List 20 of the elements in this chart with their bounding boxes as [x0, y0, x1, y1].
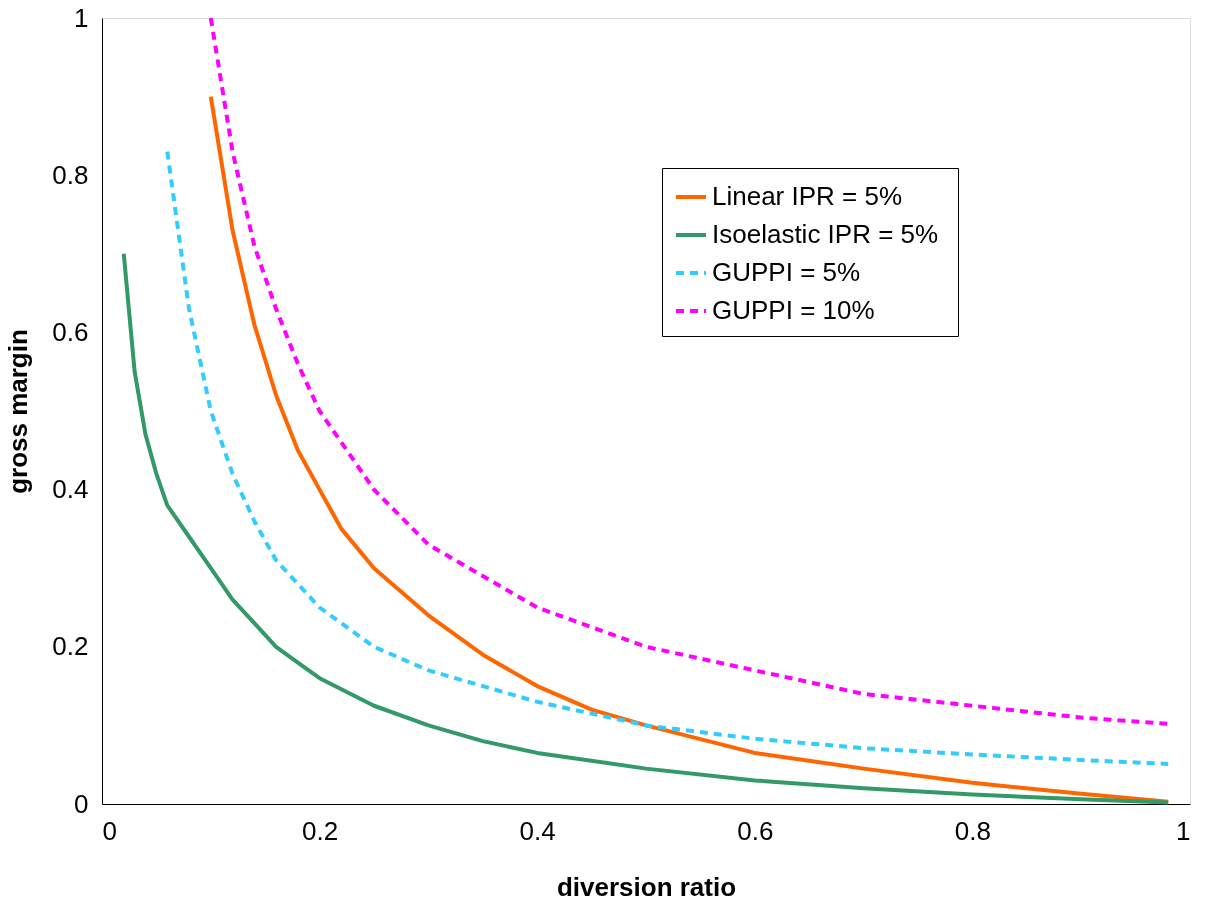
- y-tick-label: 0.6: [52, 316, 89, 347]
- x-tick-label: 1: [1176, 815, 1191, 846]
- line-series: [165, 149, 1171, 766]
- x-axis-title: diversion ratio: [556, 871, 737, 902]
- x-tick-label: 0: [102, 815, 117, 846]
- y-axis-title: gross margin: [3, 329, 34, 494]
- legend-label: Linear IPR = 5%: [712, 181, 903, 211]
- y-tick-label: 0.2: [52, 631, 89, 662]
- line-series: [121, 251, 1171, 805]
- legend-label: Isoelastic IPR = 5%: [712, 219, 939, 249]
- y-tick-label: 0: [74, 788, 89, 819]
- y-tick-label: 0.4: [52, 474, 89, 505]
- legend-label: GUPPI = 10%: [712, 295, 875, 325]
- x-tick-label: 0.2: [302, 815, 339, 846]
- y-tick-label: 0.8: [52, 159, 89, 190]
- legend-label: GUPPI = 5%: [712, 257, 861, 287]
- y-tick-label: 1: [74, 2, 89, 33]
- x-tick-label: 0.8: [954, 815, 991, 846]
- x-tick-label: 0.6: [737, 815, 774, 846]
- x-tick-label: 0.4: [519, 815, 556, 846]
